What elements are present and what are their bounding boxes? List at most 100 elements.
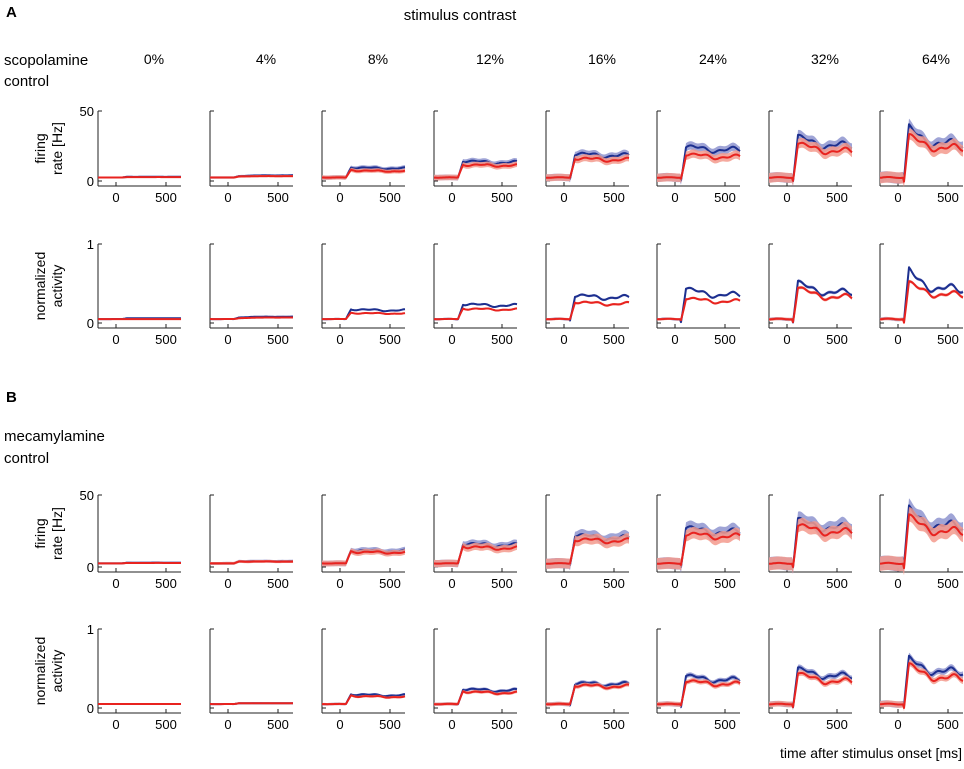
subplot-B-1-0: 0 1 0 500 <box>87 622 181 732</box>
drug-series-line <box>434 307 518 321</box>
x-tick-label-0: 0 <box>336 576 343 591</box>
y-axis-label-line-0: firing <box>32 518 48 548</box>
x-tick-label-0: 0 <box>336 332 343 347</box>
x-tick-label-0: 0 <box>336 717 343 732</box>
x-tick-label-500: 500 <box>714 190 736 205</box>
x-tick-label-500: 500 <box>379 190 401 205</box>
drug-error-band <box>769 670 852 710</box>
x-tick-label-0: 0 <box>783 332 790 347</box>
subplot-A-1-4: 0 500 <box>545 243 630 347</box>
control-series-line <box>768 279 853 324</box>
subplot-A-0-7: 64% 0 500 <box>879 51 964 205</box>
drug-series-line <box>98 561 181 565</box>
drug-series-line <box>210 175 293 179</box>
subplot-A-0-5: 24% 0 500 <box>656 51 741 205</box>
x-tick-label-500: 500 <box>937 717 959 732</box>
x-tick-label-500: 500 <box>937 190 959 205</box>
x-tick-label-0: 0 <box>112 717 119 732</box>
subplot-A-1-7: 0 500 <box>879 243 964 347</box>
subplot-B-1-4: 0 500 <box>545 628 630 732</box>
x-tick-label-0: 0 <box>783 190 790 205</box>
x-tick-label-500: 500 <box>491 190 513 205</box>
x-tick-label-0: 0 <box>894 576 901 591</box>
column-label-12%: 12% <box>476 51 504 67</box>
drug-series-line <box>434 545 518 565</box>
x-tick-label-0: 0 <box>448 717 455 732</box>
control-series-line <box>546 293 630 322</box>
x-tick-label-500: 500 <box>826 332 848 347</box>
subplot-B-1-5: 0 500 <box>656 628 741 732</box>
x-tick-label-0: 0 <box>894 717 901 732</box>
x-tick-label-0: 0 <box>448 190 455 205</box>
subplot-B-1-6: 0 500 <box>768 628 853 732</box>
y-tick-label-0: 0 <box>87 701 94 716</box>
x-tick-label-500: 500 <box>603 576 625 591</box>
x-tick-label-500: 500 <box>267 717 289 732</box>
subplot-A-1-2: 0 500 <box>321 243 406 347</box>
y-axis-label-A-1: normalizedactivity <box>32 252 65 320</box>
x-tick-label-0: 0 <box>560 576 567 591</box>
x-tick-label-0: 0 <box>560 332 567 347</box>
subplot-A-0-3: 12% 0 500 <box>433 51 518 205</box>
y-tick-label-1: 1 <box>87 237 94 252</box>
drug-series-line <box>768 141 853 182</box>
drug-series-line <box>879 280 964 324</box>
drug-error-band <box>769 137 852 186</box>
subplot-A-1-6: 0 500 <box>768 243 853 347</box>
x-tick-label-0: 0 <box>112 332 119 347</box>
x-tick-label-500: 500 <box>714 576 736 591</box>
y-axis-label-line-1: rate [Hz] <box>49 122 65 175</box>
drug-series-line <box>546 537 630 565</box>
drug-series-line <box>321 311 406 321</box>
drug-series-line <box>545 683 630 706</box>
drug-series-line <box>657 152 741 180</box>
x-tick-label-500: 500 <box>937 332 959 347</box>
drug-series-line <box>322 168 406 179</box>
drug-series-line <box>321 694 406 706</box>
column-label-24%: 24% <box>699 51 727 67</box>
y-axis-label-line-0: firing <box>32 133 48 163</box>
x-tick-label-500: 500 <box>714 332 736 347</box>
x-axis-label: time after stimulus onset [ms] <box>780 745 962 761</box>
drug-series-line <box>433 690 518 706</box>
subplot-A-1-3: 0 500 <box>433 243 518 347</box>
y-axis-label-line-1: activity <box>49 265 65 308</box>
y-axis-label-A-0: firingrate [Hz] <box>32 122 65 175</box>
x-tick-label-500: 500 <box>714 717 736 732</box>
drug-series-line <box>769 286 853 324</box>
drug-series-line <box>545 300 630 321</box>
x-tick-label-0: 0 <box>336 190 343 205</box>
control-error-band <box>880 652 963 709</box>
y-tick-label-0: 0 <box>87 560 94 575</box>
drug-error-band <box>769 517 852 574</box>
x-tick-label-0: 0 <box>224 576 231 591</box>
subplot-A-0-1: 4% 0 500 <box>209 51 293 205</box>
x-tick-label-500: 500 <box>603 190 625 205</box>
x-tick-label-500: 500 <box>379 332 401 347</box>
drug-series-line <box>98 176 181 179</box>
column-label-0%: 0% <box>144 51 164 67</box>
drug-series-line <box>434 163 518 179</box>
drug-series-line <box>322 550 406 565</box>
y-tick-label-50: 50 <box>80 104 94 119</box>
subplot-B-1-3: 0 500 <box>433 628 518 732</box>
y-tick-label-0: 0 <box>87 316 94 331</box>
drug-series-line <box>879 133 964 183</box>
subplot-A-0-4: 16% 0 500 <box>545 51 630 205</box>
control-error-band <box>657 672 740 710</box>
x-tick-label-500: 500 <box>603 332 625 347</box>
x-tick-label-0: 0 <box>671 332 678 347</box>
subplot-A-1-0: 0 1 0 500 <box>87 237 182 347</box>
x-tick-label-500: 500 <box>267 332 289 347</box>
drug-error-band <box>657 296 740 322</box>
x-tick-label-0: 0 <box>783 717 790 732</box>
x-tick-label-500: 500 <box>826 190 848 205</box>
